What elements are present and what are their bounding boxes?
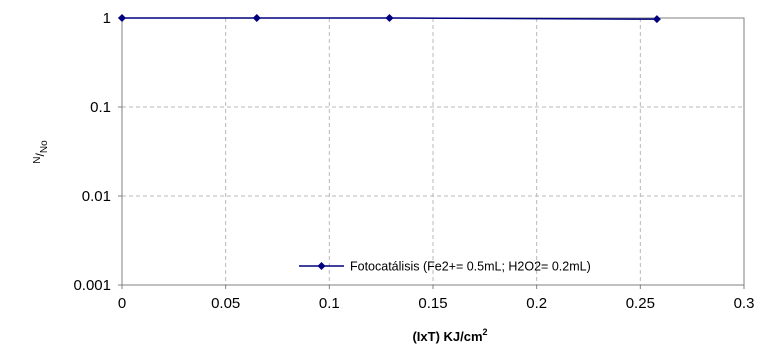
y-tick-label: 0.1 xyxy=(90,99,111,116)
x-tick-label: 0.25 xyxy=(626,295,655,312)
svg-text:N/No: N/No xyxy=(32,140,50,164)
x-tick-label: 0.3 xyxy=(734,295,755,312)
x-axis-title-main: (IxT) KJ/cm xyxy=(412,329,482,344)
y-axis-title-slash: / xyxy=(33,152,47,156)
x-tick-label: 0.05 xyxy=(211,295,240,312)
data-point xyxy=(118,14,126,22)
x-tick-label: 0.2 xyxy=(526,295,547,312)
grid-lines xyxy=(122,18,744,285)
x-axis-ticks: 0 0.05 0.1 0.15 0.2 0.25 0.3 xyxy=(118,285,755,312)
x-axis-title-superscript: 2 xyxy=(483,327,488,337)
y-tick-label: 1 xyxy=(103,10,111,27)
y-axis-title: N/No xyxy=(32,140,50,164)
legend-marker xyxy=(317,262,326,270)
x-tick-label: 0.1 xyxy=(319,295,340,312)
y-axis-title-numerator: N xyxy=(32,156,43,163)
x-tick-label: 0.15 xyxy=(418,295,447,312)
legend-entry-label: Fotocatálisis (Fe2+= 0.5mL; H2O2= 0.2mL) xyxy=(350,260,591,274)
series-line xyxy=(122,17,657,20)
y-tick-label: 0.001 xyxy=(73,277,111,294)
data-point xyxy=(252,14,261,22)
y-tick-label: 0.01 xyxy=(82,188,111,205)
legend: Fotocatálisis (Fe2+= 0.5mL; H2O2= 0.2mL) xyxy=(299,260,591,274)
y-axis-ticks: 1 0.1 0.01 0.001 xyxy=(73,10,122,294)
y-axis-title-denominator: No xyxy=(39,140,50,153)
x-tick-label: 0 xyxy=(118,295,126,312)
data-point xyxy=(385,14,394,22)
data-point xyxy=(652,15,661,24)
series-layer xyxy=(118,14,661,24)
x-axis-title: (IxT) KJ/cm2 xyxy=(412,327,487,344)
